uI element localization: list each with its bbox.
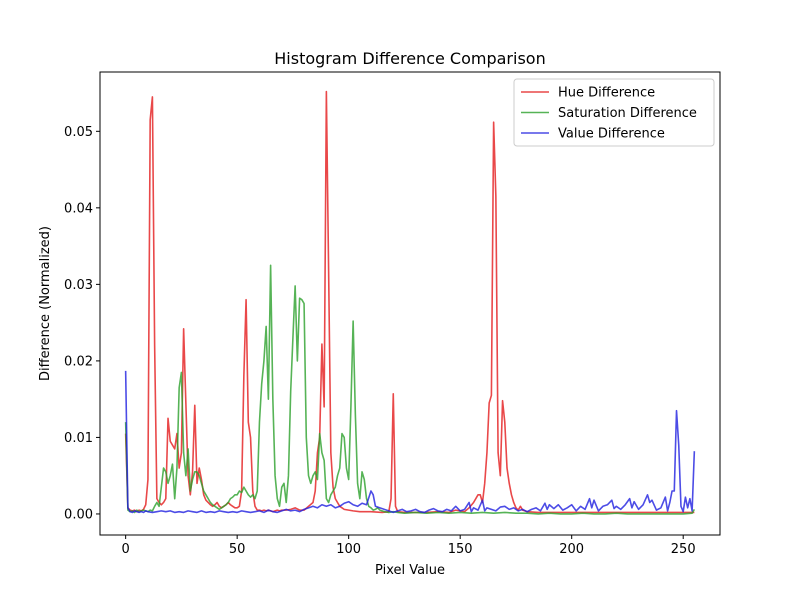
- y-tick-label: 0.00: [64, 507, 93, 522]
- series-line-2: [124, 370, 696, 514]
- x-tick-label: 0: [122, 542, 130, 557]
- x-tick-label: 200: [559, 542, 584, 557]
- tick-layer: 0 50 100 150 200 250 0.00 0.01 0.02 0.03 0.04 0.05: [64, 125, 696, 557]
- x-tick-label: 150: [448, 542, 473, 557]
- y-tick-label: 0.01: [64, 431, 93, 446]
- series-line-1: [124, 264, 696, 515]
- plot-area: [100, 72, 720, 535]
- x-tick-label: 100: [336, 542, 361, 557]
- legend-label: Value Difference: [558, 127, 665, 142]
- legend-box: [513, 78, 715, 147]
- series-layer: [124, 90, 696, 515]
- chart-title: Histogram Difference Comparison: [274, 49, 545, 68]
- plot-frame: [99, 71, 721, 536]
- legend: Hue Difference Saturation Difference Value…: [513, 78, 715, 147]
- legend-label: Hue Difference: [558, 86, 655, 101]
- y-axis-label: Difference (Normalized): [38, 226, 53, 381]
- x-axis-label: Pixel Value: [375, 563, 445, 578]
- legend-label: Saturation Difference: [558, 106, 697, 121]
- x-tick-label: 50: [229, 542, 246, 557]
- y-tick-label: 0.04: [64, 201, 93, 216]
- y-tick-label: 0.03: [64, 278, 93, 293]
- x-tick-label: 250: [671, 542, 696, 557]
- y-tick-label: 0.02: [64, 354, 93, 369]
- y-tick-label: 0.05: [64, 125, 93, 140]
